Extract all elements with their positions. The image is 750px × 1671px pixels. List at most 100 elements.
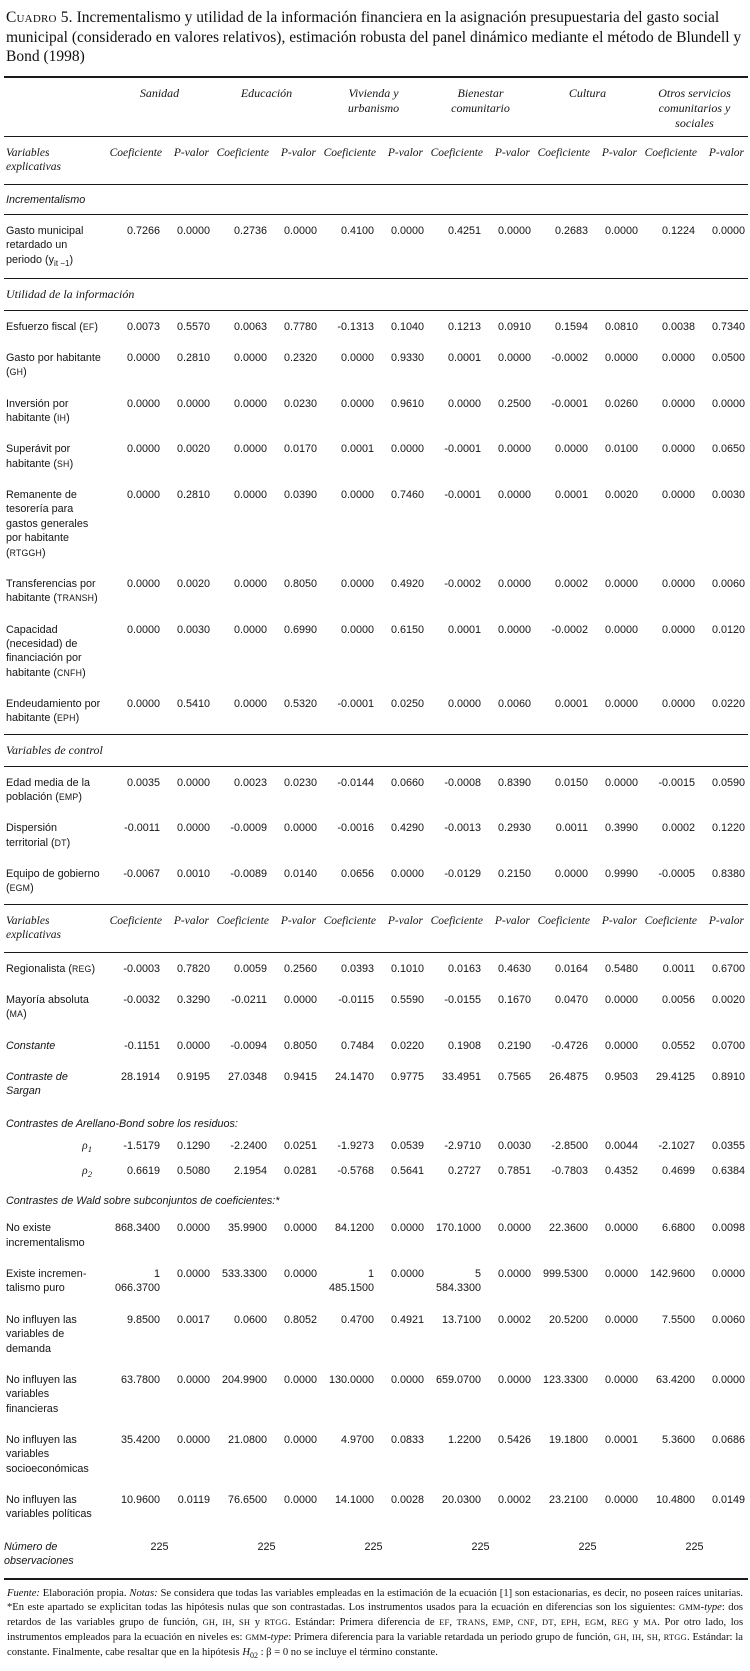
cell-value: 0.0552: [661, 1039, 696, 1052]
cell-value: 20.5200: [548, 1313, 589, 1326]
group-header: Otros servicios comunitarios y sociales: [658, 86, 731, 131]
coef-header: Coeficiente: [323, 147, 377, 160]
cell-value: 0.2500: [497, 397, 532, 410]
cell-value: -0.0089: [230, 868, 267, 881]
cell-value: 0.8380: [711, 868, 746, 881]
cell-value: 0.0002: [497, 1494, 532, 1507]
group-header: Educación: [240, 86, 293, 101]
cell-value: 0.4700: [340, 1313, 375, 1326]
coef-header: Coeficiente: [430, 147, 484, 160]
cell-value: 1 485.1500: [328, 1268, 375, 1295]
table-row: Remanente de tesorería para gastos gener…: [4, 479, 748, 568]
cell-value: -0.4726: [551, 1039, 589, 1052]
cell-value: 0.0470: [554, 993, 589, 1006]
cell-value: 28.1914: [120, 1071, 160, 1084]
cell-value: -0.0001: [337, 698, 375, 711]
cell-value: 0.1220: [711, 822, 746, 835]
cell-value: 0.0000: [604, 1039, 639, 1052]
cell-value: 0.5590: [390, 993, 425, 1006]
footnote: Fuente: Elaboración propia. Notas: Se co…: [7, 1587, 744, 1660]
cell-value: 0.3990: [604, 822, 639, 835]
cell-value: -0.0011: [124, 822, 160, 835]
cell-value: 0.0140: [283, 868, 318, 881]
cell-value: 33.4951: [441, 1071, 482, 1084]
cell-value: 0.3290: [176, 993, 210, 1006]
pval-header: P-valor: [173, 147, 209, 160]
table-row: Endeudamiento por habitante (EPH) 0.0000 0…: [4, 688, 748, 734]
cell-value: 35.9900: [227, 1222, 267, 1235]
row-label: Esfuerzo fiscal (EF): [6, 320, 98, 333]
cell-value: 0.2683: [554, 225, 589, 238]
table-row: No influyen las variables políticas 10.96…: [4, 1484, 748, 1530]
coef-header: Coeficiente: [644, 914, 698, 927]
cell-value: 0.0056: [661, 993, 696, 1006]
cell-value: 0.0000: [126, 577, 160, 590]
cell-value: 0.0000: [176, 1373, 210, 1386]
cell-value: -0.0155: [444, 993, 482, 1006]
section-row: Utilidad de la información: [4, 278, 749, 311]
cell-value: -0.0002: [551, 623, 589, 636]
cell-value: 0.2727: [447, 1164, 482, 1177]
cell-value: 0.6619: [126, 1164, 160, 1177]
table-row: Gasto por habitante (GH) 0.0000 0.2810 0.00…: [4, 342, 748, 388]
cell-value: 0.0030: [176, 623, 210, 636]
cell-value: 0.0000: [126, 623, 160, 636]
cell-value: 0.0011: [555, 822, 589, 835]
cell-value: 0.0000: [340, 489, 375, 502]
cell-value: 0.0260: [604, 397, 639, 410]
group-header: Cultura: [568, 86, 607, 101]
cell-value: 0.8910: [711, 1071, 746, 1084]
cell-value: 0.0060: [497, 698, 532, 711]
cell-value: 0.0000: [604, 225, 639, 238]
cell-value: 19.1800: [548, 1434, 589, 1446]
cell-value: 27.0348: [227, 1071, 267, 1084]
group-header: Sanidad: [139, 86, 180, 101]
cell-value: -0.0001: [551, 397, 589, 410]
cell-value: 0.0000: [390, 1373, 425, 1386]
cell-value: 0.7780: [283, 320, 318, 333]
results-table: Sanidad Educación Vivienda y urbanismo Bien…: [4, 76, 749, 1580]
cell-value: -0.0067: [123, 868, 160, 881]
cell-value: 0.7851: [497, 1164, 532, 1177]
cell-value: 0.0020: [711, 993, 746, 1006]
cell-value: 0.0000: [604, 623, 639, 636]
cell-value: 0.0000: [711, 1268, 746, 1281]
cell-value: 0.2560: [283, 962, 318, 975]
cell-value: 26.4875: [548, 1071, 589, 1084]
table-row: Inversión por habitante (IH) 0.0000 0.0000…: [4, 388, 748, 434]
cell-value: 0.0000: [283, 822, 318, 835]
cell-value: 0.9415: [283, 1071, 318, 1084]
cell-value: -0.0129: [444, 868, 482, 881]
table-number: Cuadro 5.: [6, 9, 73, 26]
cell-value: 0.0000: [604, 577, 639, 590]
row-label: Gasto por habitante (GH): [6, 351, 101, 379]
cell-value: 0.0000: [711, 1373, 746, 1386]
cell-value: 0.0000: [604, 1494, 639, 1507]
cell-value: 0.0120: [711, 623, 746, 636]
cell-value: -2.8500: [551, 1140, 589, 1153]
cell-value: 0.7460: [390, 489, 425, 502]
cell-value: 0.0660: [390, 776, 425, 789]
cell-value: -0.0002: [551, 351, 589, 364]
cell-value: 0.0000: [497, 351, 532, 364]
pval-header: P-valor: [173, 914, 209, 927]
cell-value: 0.0000: [176, 1039, 210, 1052]
cell-value: 0.0020: [176, 577, 210, 590]
cell-value: 0.0060: [711, 1313, 746, 1326]
cell-value: 0.0163: [447, 962, 482, 975]
cell-value: 0.0656: [340, 868, 375, 881]
table-row: Transferencias por habitante (TRANSH) 0.0…: [4, 568, 748, 614]
cell-value: 0.0000: [604, 1313, 639, 1326]
cell-value: 0.7266: [126, 225, 160, 238]
cell-value: 0.0500: [711, 351, 746, 364]
cell-value: 0.1670: [497, 993, 532, 1006]
cell-value: 0.0030: [497, 1140, 532, 1153]
cell-value: 0.0000: [233, 698, 267, 711]
cell-value: 0.0000: [126, 698, 160, 711]
cell-value: 0.0650: [711, 443, 746, 456]
table-row: Superávit por habitante (SH) 0.0000 0.0020…: [4, 433, 748, 479]
row-label: ρ1: [82, 1140, 92, 1155]
cell-value: 0.0000: [390, 225, 425, 238]
cell-value: 0.0000: [497, 225, 532, 238]
table-row: Esfuerzo fiscal (EF) 0.0073 0.5570 0.0063 0.…: [4, 310, 748, 342]
